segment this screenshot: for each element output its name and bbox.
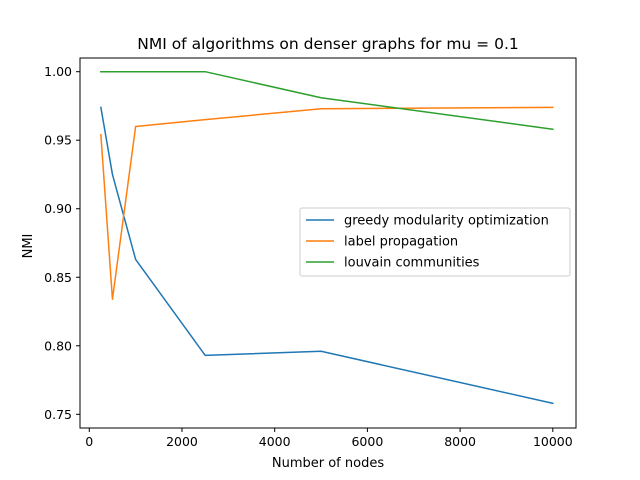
y-axis: 0.75 0.80 0.85 0.90 0.95 1.00 — [44, 64, 80, 422]
legend-label: greedy modularity optimization — [344, 214, 549, 229]
legend-label: louvain communities — [344, 256, 480, 271]
y-tick-label: 0.90 — [44, 201, 72, 216]
legend-label: label propagation — [344, 235, 458, 250]
plot-area — [99, 70, 554, 405]
x-axis: 0 2000 4000 6000 8000 10000 — [85, 428, 573, 449]
y-tick-label: 0.80 — [44, 338, 72, 353]
series-line-0 — [99, 106, 554, 405]
series-line-1 — [100, 106, 554, 300]
axes-frame — [79, 57, 577, 429]
chart-title: NMI of algorithms on denser graphs for m… — [137, 35, 519, 53]
x-tick-label: 8000 — [444, 434, 476, 449]
y-axis-label: NMI — [21, 234, 36, 259]
x-tick-label: 4000 — [259, 434, 291, 449]
x-tick-label: 2000 — [166, 434, 198, 449]
series-line-2 — [100, 70, 554, 131]
x-axis-label: Number of nodes — [272, 456, 384, 471]
legend-box — [299, 207, 571, 277]
x-tick-label: 6000 — [351, 434, 383, 449]
x-tick-label: 10000 — [533, 434, 573, 449]
y-tick-label: 0.85 — [44, 270, 72, 285]
x-tick-label: 0 — [85, 434, 93, 449]
y-tick-label: 0.75 — [44, 407, 72, 422]
y-tick-label: 0.95 — [44, 133, 72, 148]
legend: greedy modularity optimization label prop… — [299, 207, 571, 277]
y-tick-label: 1.00 — [44, 64, 72, 79]
